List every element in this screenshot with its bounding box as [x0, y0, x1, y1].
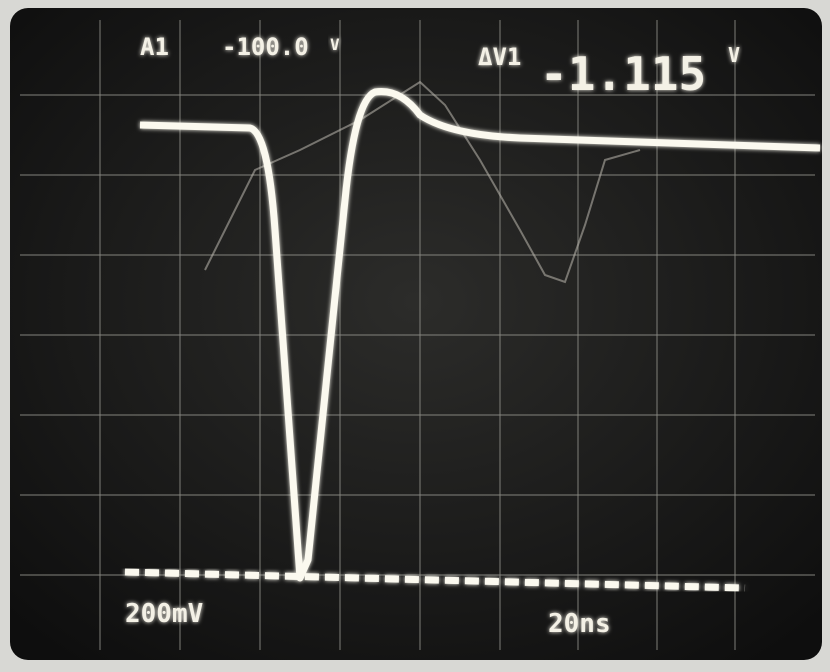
delta-value: -1.115: [540, 47, 706, 101]
delta-unit: V: [728, 43, 740, 67]
volts-per-div: 200mV: [125, 599, 203, 629]
delta-label: ΔV1: [478, 43, 521, 71]
trigger-level: -100.0: [222, 33, 309, 61]
oscilloscope-photo: A1 -100.0 V ΔV1 -1.115 V 200mV 20ns: [0, 0, 830, 672]
channel-label: A1: [140, 33, 169, 61]
time-per-div: 20ns: [548, 609, 611, 639]
page: A1 -100.0 V ΔV1 -1.115 V 200mV 20ns (() …: [0, 0, 830, 672]
trigger-unit: V: [330, 35, 340, 54]
